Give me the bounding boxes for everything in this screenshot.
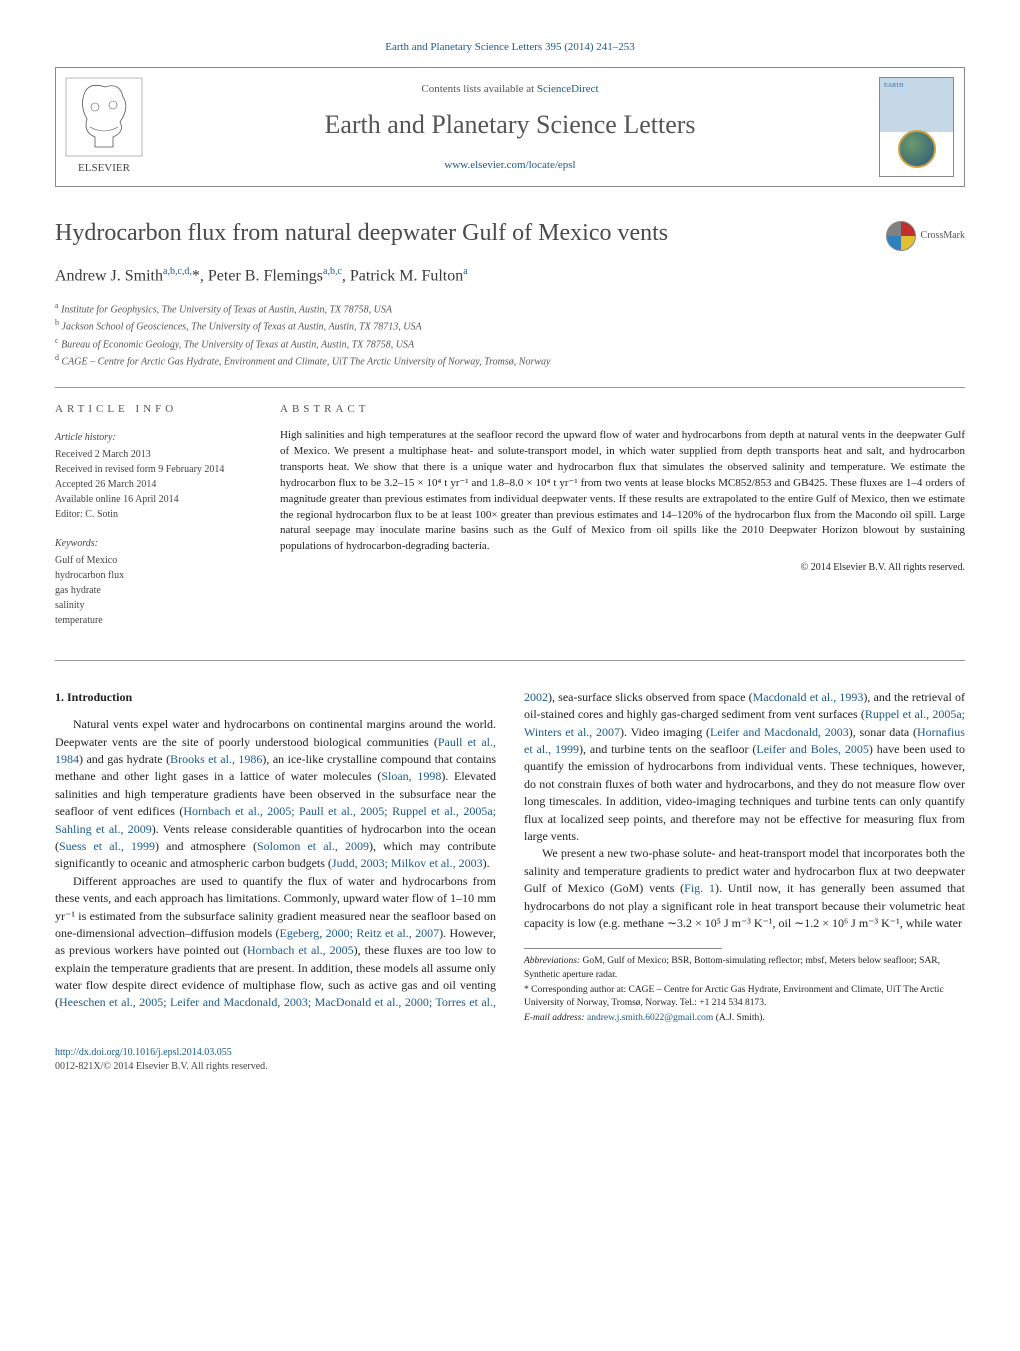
journal-name: Earth and Planetary Science Letters (161, 107, 859, 143)
keyword: temperature (55, 613, 255, 628)
history-line: Available online 16 April 2014 (55, 492, 255, 507)
history-line: Received in revised form 9 February 2014 (55, 462, 255, 477)
section-1-heading: 1. Introduction (55, 689, 496, 706)
footnote-abbreviations: Abbreviations: GoM, Gulf of Mexico; BSR,… (524, 955, 965, 982)
divider-bottom (55, 660, 965, 661)
page-footer: http://dx.doi.org/10.1016/j.epsl.2014.03… (55, 1046, 965, 1074)
history-line: Accepted 26 March 2014 (55, 477, 255, 492)
svg-text:ELSEVIER: ELSEVIER (78, 162, 131, 174)
contents-available-line: Contents lists available at ScienceDirec… (161, 82, 859, 97)
footnotes: Abbreviations: GoM, Gulf of Mexico; BSR,… (524, 955, 965, 1025)
abstract-heading: ABSTRACT (280, 402, 965, 417)
contents-prefix: Contents lists available at (421, 83, 536, 95)
keyword: Gulf of Mexico (55, 553, 255, 568)
journal-cover-thumbnail: EARTH (869, 68, 964, 186)
article-body: 1. Introduction Natural vents expel wate… (55, 689, 965, 1026)
abbrev-label: Abbreviations: (524, 956, 580, 966)
keyword: salinity (55, 598, 255, 613)
article-history-label: Article history: (55, 430, 255, 445)
elsevier-logo: ELSEVIER (56, 68, 151, 186)
author-list: Andrew J. Smitha,b,c,d,*, Peter B. Flemi… (55, 265, 965, 288)
crossmark-badge[interactable]: CrossMark (886, 221, 965, 251)
email-suffix: (A.J. Smith). (713, 1013, 764, 1023)
abstract-text: High salinities and high temperatures at… (280, 428, 965, 556)
doi-link[interactable]: http://dx.doi.org/10.1016/j.epsl.2014.03… (55, 1046, 965, 1060)
article-info-column: ARTICLE INFO Article history: Received 2… (55, 402, 280, 641)
crossmark-icon (886, 221, 916, 251)
abstract-copyright: © 2014 Elsevier B.V. All rights reserved… (280, 561, 965, 575)
crossmark-label: CrossMark (921, 229, 965, 243)
abstract-column: ABSTRACT High salinities and high temper… (280, 402, 965, 641)
article-title: Hydrocarbon flux from natural deepwater … (55, 217, 866, 251)
journal-homepage-url[interactable]: www.elsevier.com/locate/epsl (161, 158, 859, 173)
intro-paragraph-3: We present a new two-phase solute- and h… (524, 845, 965, 932)
cover-label: EARTH (884, 82, 949, 90)
article-info-heading: ARTICLE INFO (55, 402, 255, 417)
journal-header-box: ELSEVIER Contents lists available at Sci… (55, 67, 965, 187)
history-line: Received 2 March 2013 (55, 447, 255, 462)
email-address[interactable]: andrew.j.smith.6022@gmail.com (587, 1013, 713, 1023)
footnote-email: E-mail address: andrew.j.smith.6022@gmai… (524, 1012, 965, 1025)
sciencedirect-link[interactable]: ScienceDirect (537, 83, 599, 95)
affiliation-list: a Institute for Geophysics, The Universi… (55, 300, 965, 369)
issn-copyright: 0012-821X/© 2014 Elsevier B.V. All right… (55, 1060, 965, 1074)
abbrev-text: GoM, Gulf of Mexico; BSR, Bottom-simulat… (524, 956, 940, 979)
intro-paragraph-1: Natural vents expel water and hydrocarbo… (55, 716, 496, 873)
keyword: gas hydrate (55, 583, 255, 598)
footnote-separator (524, 948, 722, 949)
keyword: hydrocarbon flux (55, 568, 255, 583)
history-line: Editor: C. Sotin (55, 507, 255, 522)
email-label: E-mail address: (524, 1013, 587, 1023)
footnote-corresponding: * Corresponding author at: CAGE – Centre… (524, 984, 965, 1011)
keywords-label: Keywords: (55, 536, 255, 551)
running-head-citation: Earth and Planetary Science Letters 395 … (55, 40, 965, 55)
